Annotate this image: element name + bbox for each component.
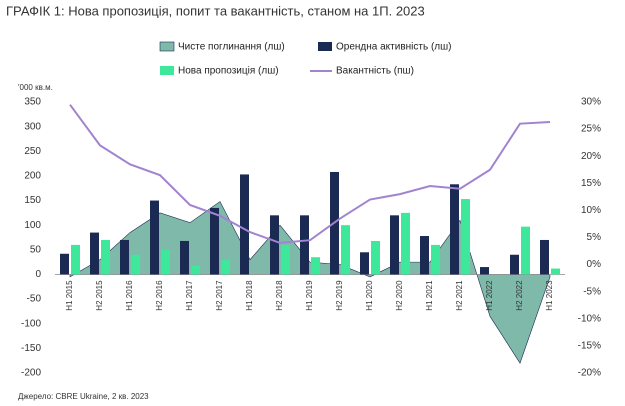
bar: [161, 249, 170, 275]
y-tick-label: 0: [35, 269, 41, 280]
y-tick-label: 350: [24, 97, 41, 108]
bar: [281, 244, 290, 275]
x-tick-label: H2 2022: [515, 280, 524, 311]
legend-swatch: [159, 41, 175, 52]
y-tick-label: -150: [21, 343, 41, 354]
line: [69, 104, 551, 244]
y-axis-label: '000 кв.м.: [18, 83, 53, 92]
bar: [371, 240, 380, 275]
x-tick-label: H2 2020: [395, 280, 404, 311]
y-tick-label: -200: [21, 368, 41, 379]
bar: [191, 265, 200, 275]
x-tick-label: H1 2017: [185, 280, 194, 311]
legend-label: Орендна активність (лш): [336, 42, 451, 53]
bar: [270, 215, 279, 275]
bar: [431, 244, 440, 275]
y2-tick-label: 30%: [581, 97, 601, 108]
bar: [360, 252, 369, 275]
y2-tick-label: -15%: [578, 341, 601, 352]
legend-swatch: [160, 66, 174, 75]
legend-label: Чисте поглинання (лш): [178, 42, 285, 53]
bar: [71, 244, 80, 275]
y2-tick-label: 15%: [581, 178, 601, 189]
y-tick-label: -100: [21, 318, 41, 329]
bar: [150, 200, 159, 275]
area: [69, 201, 551, 364]
bar: [240, 174, 249, 275]
y-tick-label: -50: [27, 294, 42, 305]
x-tick-label: H2 2021: [455, 280, 464, 311]
y-tick-label: 50: [30, 244, 42, 255]
bar: [341, 225, 350, 275]
bar: [461, 199, 470, 275]
bar: [390, 215, 399, 275]
y-tick-label: 100: [24, 220, 41, 231]
bar: [521, 226, 530, 275]
bar: [450, 184, 459, 275]
y2-tick-label: 10%: [581, 205, 601, 216]
legend-label: Вакантність (пш): [336, 66, 414, 77]
legend-label: Нова пропозиція (лш): [178, 66, 279, 77]
x-tick-label: H1 2015: [65, 280, 74, 311]
bar: [480, 267, 489, 275]
x-tick-label: H1 2018: [245, 280, 254, 311]
x-tick-label: H1 2019: [305, 280, 314, 311]
bar: [300, 215, 309, 275]
x-tick-label: H2 2018: [275, 280, 284, 311]
bar: [551, 268, 560, 275]
y2-tick-label: -20%: [578, 368, 601, 379]
bar: [420, 236, 429, 275]
bar: [210, 207, 219, 275]
bar: [180, 240, 189, 275]
chart-title: ГРАФІК 1: Нова пропозиція, попит та вака…: [6, 3, 425, 18]
y2-tick-label: 25%: [581, 124, 601, 135]
x-tick-label: H1 2016: [125, 280, 134, 311]
y2-tick-label: -10%: [578, 313, 601, 324]
legend-swatch: [318, 42, 332, 51]
bar: [60, 253, 69, 275]
bar: [90, 232, 99, 275]
bar: [120, 239, 129, 275]
y2-tick-label: -5%: [583, 286, 601, 297]
x-tick-label: H2 2016: [155, 280, 164, 311]
bar: [311, 257, 320, 275]
y2-tick-label: 0%: [587, 259, 602, 270]
bar: [510, 254, 519, 275]
x-tick-label: H1 2023: [545, 280, 554, 311]
x-tick-label: H1 2020: [365, 280, 374, 311]
x-tick-label: H2 2019: [335, 280, 344, 311]
bar: [101, 239, 110, 275]
bar: [540, 239, 549, 275]
bar: [221, 259, 230, 275]
bar: [401, 212, 410, 275]
x-tick-label: H2 2015: [95, 280, 104, 311]
y-tick-label: 200: [24, 171, 41, 182]
y2-tick-label: 20%: [581, 151, 601, 162]
x-tick-label: H1 2022: [485, 280, 494, 311]
y2-tick-label: 5%: [587, 232, 602, 243]
x-tick-label: H1 2021: [425, 280, 434, 311]
source: Джерело: CBRE Ukraine, 2 кв. 2023: [18, 392, 149, 401]
x-tick-label: H2 2017: [215, 280, 224, 311]
bar: [131, 254, 140, 275]
y-tick-label: 150: [24, 195, 41, 206]
y-tick-label: 300: [24, 121, 41, 132]
y-tick-label: 250: [24, 146, 41, 157]
